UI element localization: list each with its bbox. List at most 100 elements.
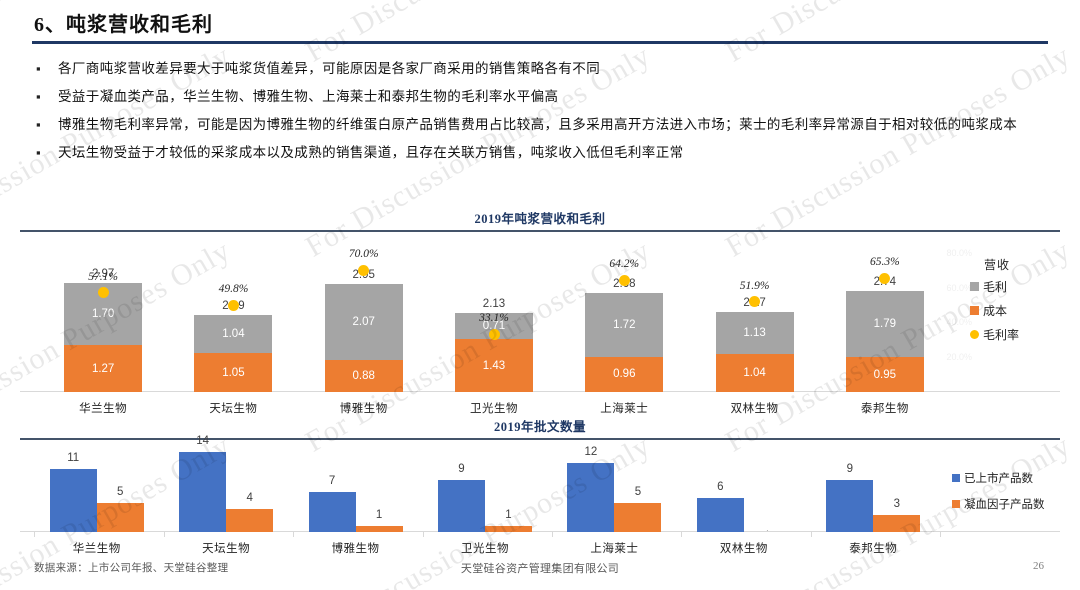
chart2-bar-group[interactable]: 11 5 华兰生物 <box>34 440 159 555</box>
chart1-category-label: 华兰生物 <box>79 403 128 415</box>
chart1-cost-segment: 1.04 <box>715 353 794 392</box>
chart2-category-label: 双林生物 <box>719 543 768 555</box>
chart2-factor-bar: 3 <box>873 498 921 532</box>
bullet-text: 受益于凝血类产品，华兰生物、博雅生物、上海莱士和泰邦生物的毛利率水平偏高 <box>58 89 559 104</box>
chart2-factor-value-label: 3 <box>893 497 900 510</box>
chart1-legend: 营收 毛利 成本 毛利率 <box>970 256 1056 350</box>
orange-swatch-icon <box>970 306 979 315</box>
bullet-marker-icon: ▪ <box>36 145 41 160</box>
chart2-axis-tick <box>163 532 165 537</box>
chart1-rate-label: 64.2% <box>609 258 640 271</box>
chart1-legend-label-rate: 毛利率 <box>983 328 1020 342</box>
chart2-axis-tick <box>810 532 812 537</box>
bullet-item: ▪ 天坛生物受益于才较低的采浆成本以及成熟的销售渠道，且存在关联方销售，吨浆收入低… <box>32 140 1052 166</box>
chart1-rate-label: 57.1% <box>88 270 118 283</box>
chart2-factor-value-label: 1 <box>505 509 512 522</box>
chart2-legend-label-listed: 已上市产品数 <box>964 473 1033 485</box>
chart1-rate-marker <box>879 272 891 284</box>
bullet-marker-icon: ▪ <box>36 89 41 104</box>
chart1-stacked-bar: 1.79 0.95 <box>845 291 924 392</box>
chart1-bar-group[interactable]: 1.041.052.0949.8%天坛生物 <box>174 232 292 415</box>
bullet-item: ▪ 受益于凝血类产品，华兰生物、博雅生物、上海莱士和泰邦生物的毛利率水平偏高 <box>32 84 1052 110</box>
footer-source: 数据来源：上市公司年报、天堂硅谷整理 <box>34 563 229 574</box>
chart2-bar-group[interactable]: 6. 双林生物 <box>681 440 806 555</box>
chart2-axis-tick <box>940 532 942 537</box>
chart2-legend: 已上市产品数 凝血因子产品数 <box>952 470 1060 522</box>
chart2-category-label: 华兰生物 <box>72 543 121 555</box>
chart1-legend-item-cost[interactable]: 成本 <box>970 302 1056 319</box>
chart2-factor-value-label: 5 <box>634 486 642 499</box>
chart1-cost-segment: 0.88 <box>324 359 403 392</box>
chart1-total-label: 2.97 <box>91 267 115 280</box>
chart-panel-approvals: 2019年批文数量 11 5 华兰生物 14 4 天坛生物 7 1 博雅生物 9 1 卫光生物 12 5 上… <box>20 416 1060 556</box>
chart1-bar-group[interactable]: 0.71 1.43 2.13 33.1% 卫光生物 <box>435 232 553 415</box>
chart1-bar-group[interactable]: 1.131.042.1751.9%双林生物 <box>696 232 814 415</box>
chart1-rate-marker <box>749 296 761 308</box>
chart1-rate-label: 65.3% <box>869 256 900 269</box>
gray-swatch-icon <box>970 282 979 291</box>
chart2-legend-item-listed[interactable]: 已上市产品数 <box>952 470 1060 486</box>
chart1-rate-marker <box>227 299 239 311</box>
bullet-item: ▪ 博雅生物毛利率异常，可能是因为博雅生物的纤维蛋白原产品销售费用占比较高，且多采… <box>32 112 1052 138</box>
chart1-y2-tick: 80.0% <box>946 247 972 258</box>
chart2-axis-tick <box>34 532 36 537</box>
chart2-bar-group[interactable]: 9 1 卫光生物 <box>422 440 548 555</box>
chart1-cost-segment: 1.43 <box>455 339 533 392</box>
chart2-bar-pair: 14 4 <box>164 435 289 532</box>
orange-swatch-icon <box>952 500 960 508</box>
chart2-listed-value-label: 9 <box>458 463 465 476</box>
chart1-bar-group[interactable]: 1.70 1.27 2.97 57.1% 华兰生物 <box>44 232 162 415</box>
chart1-legend-label-cost: 成本 <box>983 304 1008 318</box>
chart2-bar-pair: 6. <box>681 440 806 533</box>
chart1-bar-group[interactable]: 2.070.882.9570.0%博雅生物 <box>305 232 423 415</box>
chart2-category-label: 博雅生物 <box>331 543 380 555</box>
chart2-factor-bar: 1 <box>485 509 532 532</box>
chart1-profit-segment: 1.79 <box>845 291 924 358</box>
chart2-factor-value-label: . <box>766 523 769 533</box>
bullet-list: ▪ 各厂商吨浆营收差异要大于吨浆货值差异，可能原因是各家厂商采用的销售策略各有不同… <box>32 56 1052 168</box>
chart1-profit-segment: 2.07 <box>324 283 403 360</box>
chart2-factor-bar: 5 <box>96 486 144 532</box>
chart1-legend-item-rate[interactable]: 毛利率 <box>970 326 1056 343</box>
chart2-category-label: 泰邦生物 <box>849 543 898 555</box>
chart1-bar-group[interactable]: 1.720.962.6864.2%上海莱士 <box>565 232 683 415</box>
chart2-legend-label-factor: 凝血因子产品数 <box>964 499 1045 511</box>
chart1-legend-item-profit[interactable]: 毛利 <box>970 278 1056 295</box>
chart2-category-label: 天坛生物 <box>202 543 251 555</box>
chart1-stacked-bar: 0.71 1.43 <box>455 313 533 392</box>
chart1-rate-label: 33.1% <box>479 312 509 325</box>
bullet-text: 各厂商吨浆营收差异要大于吨浆货值差异，可能原因是各家厂商采用的销售策略各有不同 <box>58 61 601 76</box>
chart1-profit-segment: 1.13 <box>715 312 794 354</box>
chart1-y2-tick: 60.0% <box>946 282 972 293</box>
chart2-category-label: 卫光生物 <box>461 543 509 555</box>
footer-page-number: 26 <box>1033 560 1044 572</box>
chart2-listed-bar: 11 <box>49 452 97 532</box>
bullet-marker-icon: ▪ <box>36 61 41 76</box>
chart1-legend-title: 营收 <box>984 258 1011 272</box>
chart1-category-label: 泰邦生物 <box>860 403 909 415</box>
chart1-stacked-bar: 1.72 0.96 <box>585 293 664 392</box>
chart1-stacked-bar: 1.70 1.27 <box>64 282 143 392</box>
chart2-bar-pair: 11 5 <box>34 440 159 532</box>
chart1-baseline <box>20 391 1060 392</box>
chart2-listed-value-label: 6 <box>717 480 724 493</box>
chart2-listed-bar: 12 <box>567 446 615 532</box>
chart2-bar-group[interactable]: 7 1 博雅生物 <box>293 440 418 555</box>
chart1-rate-marker <box>488 328 500 340</box>
chart2-bar-group[interactable]: 14 4 天坛生物 <box>163 435 289 555</box>
chart2-listed-value-label: 14 <box>196 434 210 447</box>
chart1-stacked-bar: 1.13 1.04 <box>715 312 794 392</box>
chart1-category-label: 上海莱士 <box>600 403 649 415</box>
chart2-listed-bar: 9 <box>438 463 485 532</box>
bullet-text: 博雅生物毛利率异常，可能是因为博雅生物的纤维蛋白原产品销售费用占比较高，且多采用… <box>58 117 1018 132</box>
chart2-bar-group[interactable]: 9 3 泰邦生物 <box>810 440 936 555</box>
chart1-cost-segment: 1.05 <box>194 353 273 392</box>
chart1-cost-segment: 0.96 <box>585 356 664 392</box>
chart1-rate-marker <box>358 264 370 276</box>
chart2-legend-item-factor[interactable]: 凝血因子产品数 <box>952 496 1060 512</box>
chart2-bar-group[interactable]: 12 5 上海莱士 <box>551 440 677 555</box>
chart2-title: 2019年批文数量 <box>493 420 586 434</box>
chart1-bar-group[interactable]: 1.790.952.7465.3%泰邦生物 <box>826 232 944 415</box>
